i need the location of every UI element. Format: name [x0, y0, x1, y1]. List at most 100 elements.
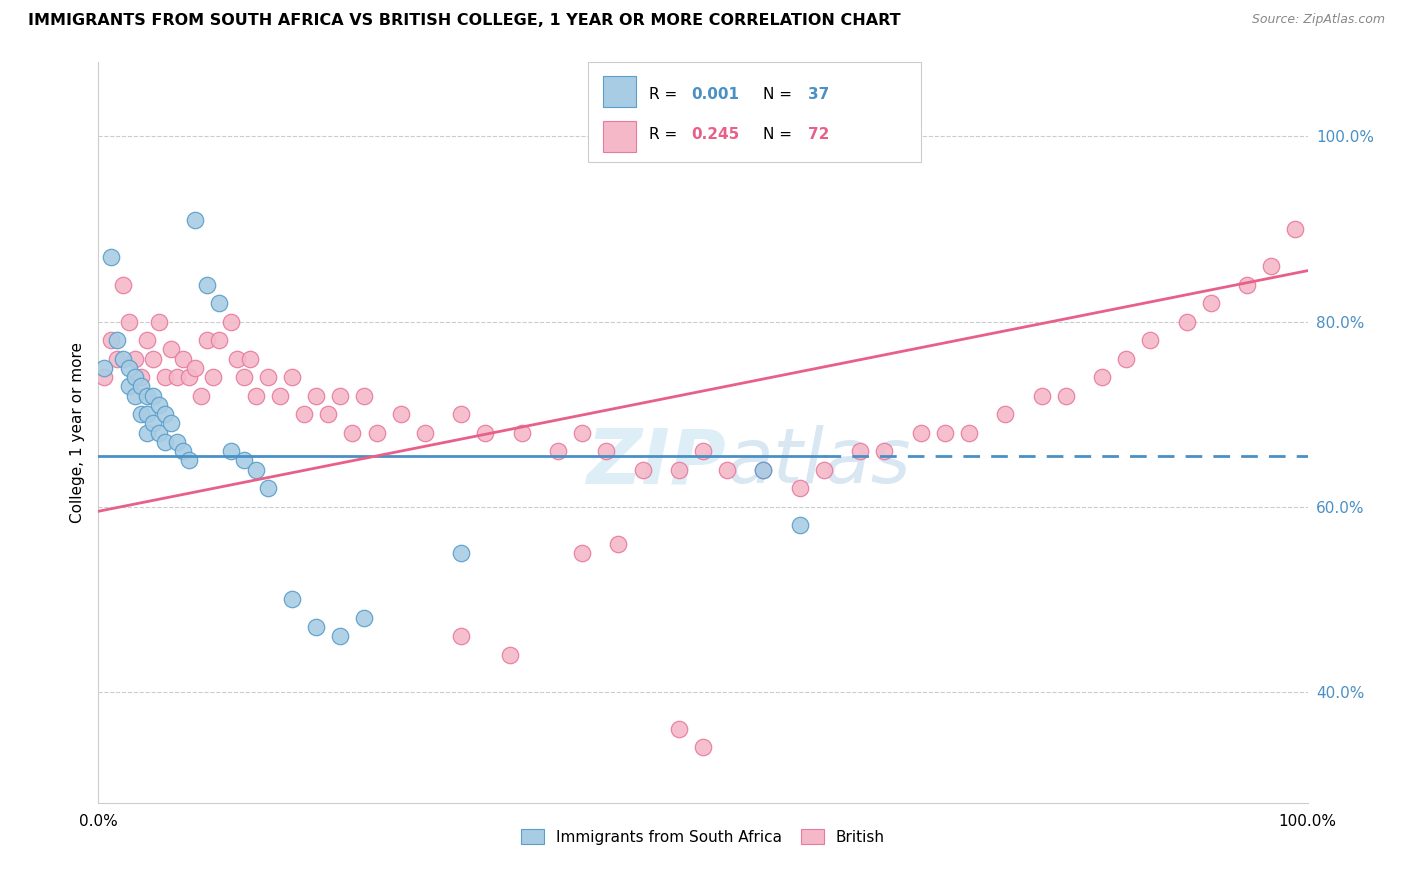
Point	[256, 370, 278, 384]
Point	[873, 444, 896, 458]
Point	[281, 370, 304, 384]
Point	[474, 425, 496, 440]
Point	[571, 546, 593, 560]
Point	[148, 398, 170, 412]
Point	[184, 360, 207, 375]
FancyBboxPatch shape	[603, 77, 637, 107]
Point	[135, 407, 157, 421]
Point	[105, 351, 128, 366]
Point	[1115, 351, 1137, 366]
Point	[105, 333, 128, 347]
Point	[118, 379, 141, 393]
Point	[142, 351, 165, 366]
Point	[305, 389, 328, 403]
Point	[1199, 296, 1222, 310]
Point	[124, 370, 146, 384]
Point	[118, 360, 141, 375]
Point	[1260, 259, 1282, 273]
Point	[849, 444, 872, 458]
Point	[631, 462, 654, 476]
Point	[316, 407, 339, 421]
Text: ZIP: ZIP	[588, 425, 727, 500]
Point	[100, 333, 122, 347]
Point	[668, 722, 690, 736]
Point	[910, 425, 932, 440]
Point	[1091, 370, 1114, 384]
Point	[1054, 389, 1077, 403]
Text: N =: N =	[763, 127, 797, 142]
Point	[789, 518, 811, 533]
Point	[129, 370, 152, 384]
Point	[245, 389, 267, 403]
FancyBboxPatch shape	[588, 62, 921, 162]
Point	[450, 629, 472, 643]
Point	[571, 425, 593, 440]
Point	[813, 462, 835, 476]
Text: 72: 72	[808, 127, 830, 142]
Text: R =: R =	[648, 87, 682, 102]
Point	[221, 444, 243, 458]
Point	[510, 425, 533, 440]
Point	[166, 434, 188, 449]
Point	[135, 389, 157, 403]
Point	[153, 370, 176, 384]
Point	[1236, 277, 1258, 292]
Point	[366, 425, 388, 440]
Point	[595, 444, 617, 458]
Point	[668, 462, 690, 476]
Point	[208, 296, 231, 310]
Point	[934, 425, 956, 440]
Point	[353, 389, 375, 403]
Point	[142, 417, 165, 431]
Point	[118, 315, 141, 329]
Point	[281, 592, 304, 607]
Point	[353, 611, 375, 625]
Point	[202, 370, 225, 384]
Point	[450, 407, 472, 421]
Point	[93, 370, 115, 384]
Point	[195, 333, 218, 347]
Point	[160, 417, 183, 431]
Point	[129, 407, 152, 421]
Point	[752, 462, 775, 476]
Point	[498, 648, 520, 662]
Point	[1031, 389, 1053, 403]
Point	[269, 389, 291, 403]
Text: atlas: atlas	[727, 425, 911, 500]
Y-axis label: College, 1 year or more: College, 1 year or more	[69, 343, 84, 523]
Point	[1284, 222, 1306, 236]
Point	[692, 444, 714, 458]
Point	[184, 212, 207, 227]
Point	[195, 277, 218, 292]
Point	[226, 351, 249, 366]
Point	[305, 620, 328, 634]
Point	[111, 351, 134, 366]
Point	[547, 444, 569, 458]
Text: 0.001: 0.001	[690, 87, 740, 102]
Point	[957, 425, 980, 440]
Text: R =: R =	[648, 127, 682, 142]
FancyBboxPatch shape	[603, 121, 637, 153]
Point	[129, 379, 152, 393]
Point	[232, 453, 254, 467]
Point	[148, 425, 170, 440]
Point	[1139, 333, 1161, 347]
Text: IMMIGRANTS FROM SOUTH AFRICA VS BRITISH COLLEGE, 1 YEAR OR MORE CORRELATION CHAR: IMMIGRANTS FROM SOUTH AFRICA VS BRITISH …	[28, 13, 901, 29]
Point	[221, 315, 243, 329]
Point	[329, 389, 352, 403]
Point	[160, 343, 183, 357]
Point	[256, 481, 278, 495]
Point	[153, 407, 176, 421]
Point	[692, 740, 714, 755]
Point	[994, 407, 1017, 421]
Point	[190, 389, 212, 403]
Point	[124, 389, 146, 403]
Point	[172, 351, 194, 366]
Point	[716, 462, 738, 476]
Point	[389, 407, 412, 421]
Point	[148, 315, 170, 329]
Point	[292, 407, 315, 421]
Point	[329, 629, 352, 643]
Text: Source: ZipAtlas.com: Source: ZipAtlas.com	[1251, 13, 1385, 27]
Point	[239, 351, 262, 366]
